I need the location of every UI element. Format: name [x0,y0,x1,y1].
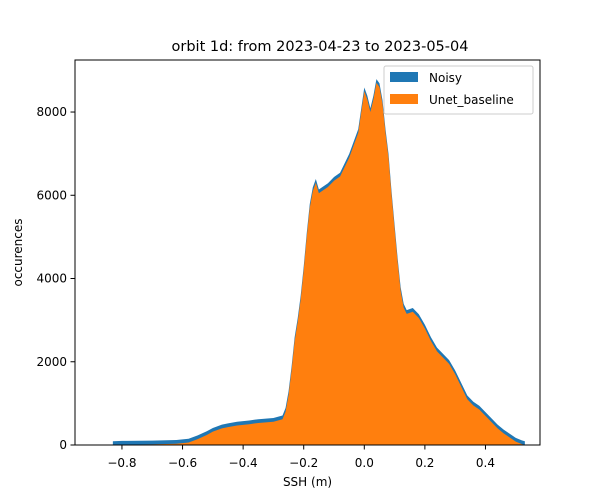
y-axis-label: occurences [11,218,25,286]
plot-layer [112,79,525,446]
legend-swatch-unet-baseline [390,94,418,104]
x-tick-label: 0.2 [415,456,434,470]
y-tick-label: 4000 [36,272,67,286]
x-tick-label: −0.4 [229,456,258,470]
y-tick-label: 0 [59,438,67,452]
y-tick-label: 2000 [36,355,67,369]
legend-label-noisy: Noisy [429,71,462,85]
chart-title: orbit 1d: from 2023-04-23 to 2023-05-04 [172,39,469,55]
x-tick-label: 0.0 [355,456,374,470]
legend-swatch-noisy [390,72,418,82]
y-tick-label: 6000 [36,188,67,202]
x-tick-label: −0.8 [107,456,136,470]
y-axis-ticks: 0 2000 4000 6000 8000 [36,105,75,452]
x-tick-label: −0.2 [289,456,318,470]
legend-box [383,65,534,115]
legend-label-unet-baseline: Unet_baseline [429,93,514,107]
y-tick-label: 8000 [36,105,67,119]
histogram-series-unet-baseline [112,82,525,445]
x-axis-label: SSH (m) [283,475,332,489]
x-tick-label: −0.6 [168,456,197,470]
axes-frame [74,59,541,446]
x-axis-ticks: −0.8 −0.6 −0.4 −0.2 0.0 0.2 0.4 [107,445,495,470]
legend: Noisy Unet_baseline [383,65,534,115]
x-tick-label: 0.4 [476,456,495,470]
